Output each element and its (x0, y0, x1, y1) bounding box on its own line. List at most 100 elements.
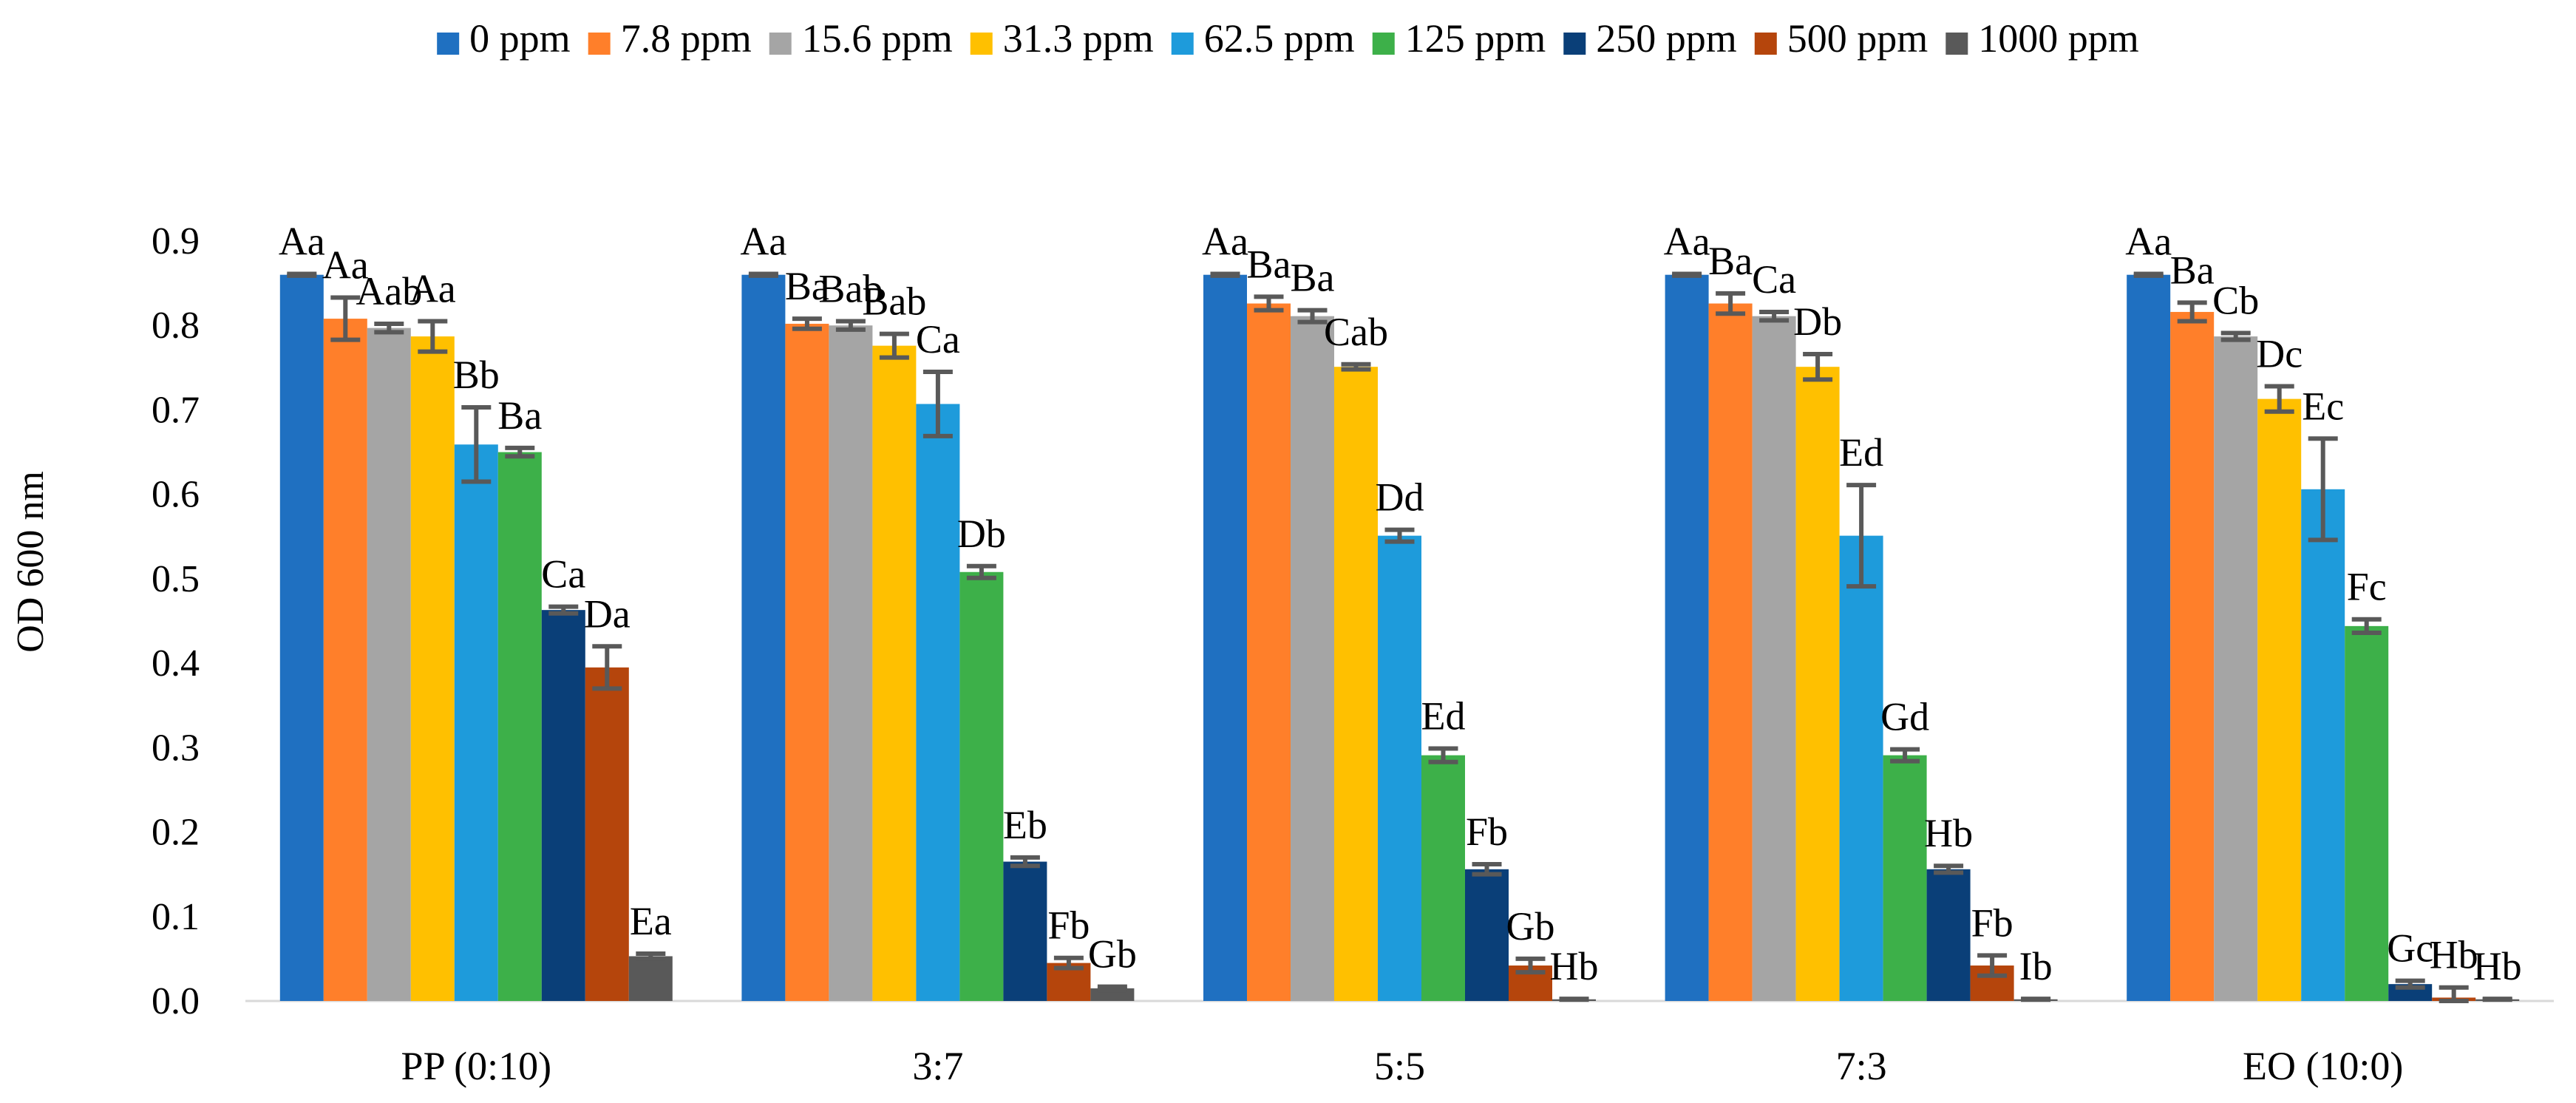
error-bar (2482, 997, 2512, 1002)
error-bar (2177, 300, 2207, 324)
error-bar (2395, 978, 2425, 990)
legend-swatch (1563, 33, 1586, 55)
x-tick-label: PP (0:10) (401, 1044, 552, 1088)
legend-item: 0 ppm (437, 16, 571, 61)
bar (2345, 625, 2389, 1001)
y-tick-label: 0.0 (152, 980, 200, 1022)
x-tick-label: 7:3 (1836, 1044, 1887, 1088)
error-bar (2133, 271, 2164, 278)
legend-label: 7.8 ppm (621, 16, 752, 61)
legend-label: 15.6 ppm (802, 16, 953, 61)
bar (1247, 303, 1291, 1002)
error-bar (1934, 863, 1964, 875)
significance-label: Aa (1664, 220, 1710, 264)
error-bar (505, 445, 535, 459)
significance-label: Eb (1003, 803, 1047, 847)
bar (959, 571, 1004, 1001)
error-bar (1515, 956, 1546, 975)
legend-label: 62.5 ppm (1204, 16, 1355, 61)
bar (1421, 755, 1465, 1001)
error-bar (1010, 855, 1040, 869)
legend-item: 15.6 ppm (769, 16, 953, 61)
legend-swatch (1372, 33, 1395, 55)
error-bar (287, 271, 317, 278)
y-axis-title: OD 600 nm (10, 471, 52, 653)
legend-item: 1000 ppm (1945, 16, 2139, 61)
x-tick-label: 3:7 (912, 1044, 963, 1088)
error-bar (1053, 955, 1084, 971)
legend-item: 7.8 ppm (588, 16, 752, 61)
error-bar (1297, 308, 1328, 325)
significance-label: Hb (2430, 933, 2478, 977)
error-bar (636, 951, 666, 961)
bar (541, 610, 585, 1001)
significance-label: Hb (1550, 944, 1599, 988)
error-bar (1472, 861, 1502, 877)
legend-swatch (588, 33, 611, 55)
error-bar (2220, 330, 2251, 342)
significance-label: Aa (279, 220, 325, 264)
error-bar (330, 295, 361, 342)
bar (1795, 367, 1840, 1001)
significance-label: Ed (1421, 693, 1466, 738)
bar (916, 404, 960, 1001)
bar (2127, 274, 2171, 1001)
bar (628, 956, 673, 1001)
significance-label: Hb (1924, 811, 1973, 855)
bar (829, 325, 873, 1001)
error-bar (1759, 309, 1790, 323)
y-tick-label: 0.7 (152, 389, 200, 431)
legend-swatch (1754, 33, 1777, 55)
error-bar (1384, 527, 1415, 544)
bar (1708, 303, 1753, 1002)
significance-label: Ca (541, 552, 585, 597)
legend-item: 500 ppm (1754, 16, 1928, 61)
legend-item: 31.3 ppm (970, 16, 1154, 61)
significance-label: Cab (1324, 310, 1388, 354)
error-bar (1341, 362, 1371, 372)
error-bar (748, 271, 778, 278)
significance-label: Ca (916, 317, 960, 362)
bar (872, 345, 917, 1001)
y-tick-label: 0.8 (152, 305, 200, 347)
significance-label: Da (584, 591, 631, 636)
significance-label: Bab (862, 279, 926, 324)
significance-label: Db (957, 512, 1006, 556)
significance-label: Fb (1466, 810, 1508, 854)
bar (1883, 755, 1927, 1001)
significance-label: Hb (2473, 944, 2522, 988)
significance-label: Gb (1506, 904, 1555, 948)
significance-label: Fb (1971, 900, 2013, 945)
error-bar (461, 405, 492, 484)
bar (410, 336, 455, 1001)
bar (2170, 311, 2215, 1001)
error-bar (2021, 997, 2051, 1002)
significance-label: Db (1793, 299, 1842, 344)
error-bar (374, 321, 404, 335)
bar (741, 274, 786, 1001)
significance-label: Ec (2302, 384, 2344, 428)
y-axis: OD 600 nm 0.0 0.1 0.2 0.3 0.4 0.5 0.6 0.7 0.8 0.9 (10, 220, 200, 1022)
significance-label: Bb (453, 353, 500, 397)
error-bar (2439, 985, 2469, 1003)
significance-label: Aa (409, 267, 456, 311)
error-bar (922, 370, 953, 438)
y-tick-label: 0.9 (152, 220, 200, 262)
bar (1334, 367, 1378, 1001)
y-tick-label: 0.3 (152, 727, 200, 769)
x-tick-label: 5:5 (1374, 1044, 1425, 1088)
error-bar (1977, 953, 2008, 978)
legend-label: 125 ppm (1405, 16, 1546, 61)
bar (1752, 316, 1796, 1001)
legend-item: 62.5 ppm (1171, 16, 1355, 61)
bar (1926, 869, 1971, 1001)
bar (585, 667, 629, 1001)
significance-label: Aa (740, 220, 786, 264)
bar (785, 323, 829, 1002)
significance-label: Ed (1839, 430, 1883, 475)
x-tick-label: EO (10:0) (2243, 1044, 2403, 1088)
legend-label: 1000 ppm (1978, 16, 2139, 61)
y-tick-label: 0.4 (152, 642, 200, 685)
bar (1378, 535, 1421, 1001)
